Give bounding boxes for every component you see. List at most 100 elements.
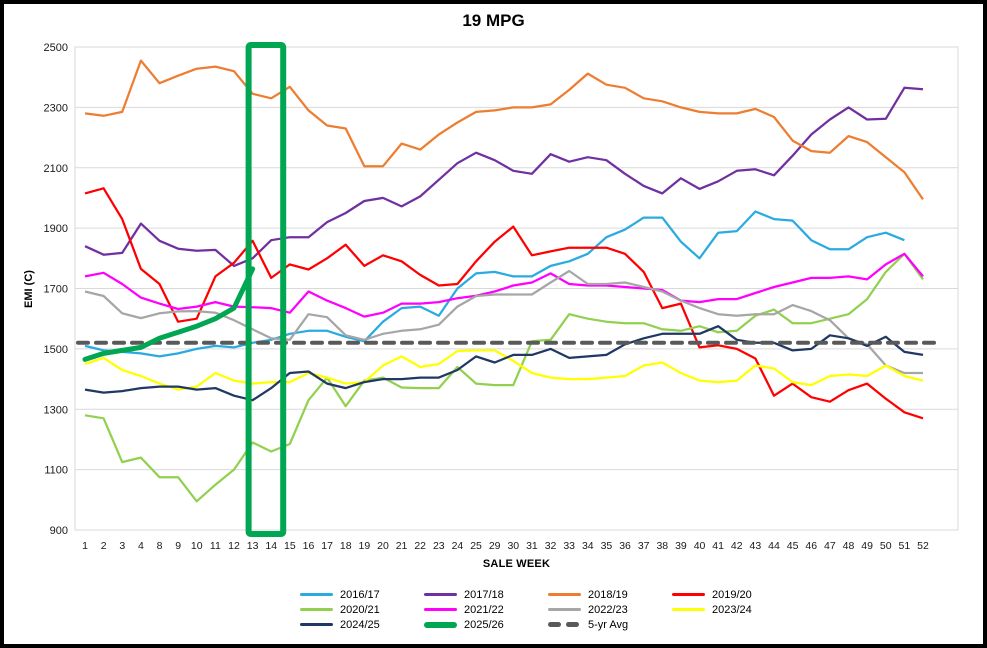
legend-item-2023-24: 2023/24 [672,604,796,616]
x-tick-label: 35 [601,540,613,552]
x-tick-label: 15 [284,540,296,552]
series-line-2020-21 [84,252,924,503]
x-tick-label: 49 [861,540,873,552]
legend-swatch-2025-26-icon [424,621,457,628]
x-tick-label: 31 [526,540,538,552]
x-axis-tick-labels: 1 2 3 4 8 9 10 11 12 13 14 15 16 17 18 19 20 21 22 23 24 25 29… [82,540,929,552]
x-tick-label: 14 [265,540,277,552]
series-polyline [84,86,924,268]
series-line-2016-17 [84,210,905,358]
x-tick-label: 24 [452,540,464,552]
x-tick-label: 8 [157,540,163,552]
x-tick-label: 25 [470,540,482,552]
plot-border [74,46,959,531]
series-polyline [84,187,924,420]
legend-item-2019-20: 2019/20 [672,589,796,601]
x-tick-label: 36 [619,540,631,552]
x-tick-label: 13 [247,540,259,552]
legend-label: 2019/20 [712,588,752,601]
series-line-2017-18 [84,86,924,268]
legend-row: 2024/25 2025/26 5-yr Avg [300,617,796,632]
y-axis-title: EMI (C) [23,270,35,308]
y-tick-label: 2300 [44,102,68,114]
x-tick-label: 17 [321,540,333,552]
x-tick-label: 11 [210,540,221,552]
series-polyline [84,252,924,503]
series-polyline [84,269,923,375]
legend-label: 2025/26 [464,618,504,631]
legend-label: 5-yr Avg [588,618,629,631]
legend-swatch-2016-17-icon [300,593,333,596]
series-line-2019-20 [84,187,924,420]
legend-item-2017-18: 2017/18 [424,589,548,601]
x-tick-label: 30 [507,540,519,552]
series-line-2021-22 [84,252,924,318]
x-tick-label: 37 [638,540,650,552]
legend-swatch-2024-25-icon [300,623,333,626]
x-tick-label: 52 [917,540,929,552]
legend-swatch-2020-21-icon [300,608,333,611]
legend: 2016/17 2017/18 2018/19 2019/20 2020/21 2021/… [300,587,796,632]
x-tick-label: 18 [340,540,352,552]
series-polyline [84,349,924,391]
x-tick-label: 16 [303,540,315,552]
y-axis-tick-labels: 900 1100 1300 1500 1700 1900 2100 2300 2500 [44,42,68,537]
x-tick-label: 34 [582,540,594,552]
legend-item-5-yr-Avg: 5-yr Avg [548,619,672,631]
highlight-box [245,42,287,537]
x-tick-label: 41 [712,540,724,552]
series-polyline [84,325,924,402]
series-polyline [84,252,924,318]
legend-swatch-2017-18-icon [424,593,457,596]
series-line-2022-23 [84,269,923,375]
series-line-2024-25 [84,325,924,402]
x-tick-label: 51 [899,540,911,552]
y-tick-label: 1300 [44,404,68,416]
x-tick-label: 44 [768,540,780,552]
x-tick-label: 32 [545,540,557,552]
y-tick-label: 1100 [44,465,68,477]
legend-row: 2016/17 2017/18 2018/19 2019/20 [300,587,796,602]
legend-swatch-2019-20-icon [672,593,705,596]
x-tick-label: 20 [377,540,389,552]
legend-item-2021-22: 2021/22 [424,604,548,616]
x-tick-label: 38 [656,540,668,552]
x-tick-label: 29 [489,540,501,552]
x-tick-label: 4 [138,540,144,552]
legend-row: 2020/21 2021/22 2022/23 2023/24 [300,602,796,617]
legend-label: 2024/25 [340,618,380,631]
x-tick-label: 43 [750,540,762,552]
x-tick-label: 46 [805,540,817,552]
y-tick-label: 2500 [44,42,68,54]
legend-label: 2018/19 [588,588,628,601]
y-tick-label: 1700 [44,284,68,296]
y-tick-label: 1900 [44,223,68,235]
x-tick-label: 10 [191,540,203,552]
x-tick-label: 45 [787,540,799,552]
gridlines [74,46,959,531]
legend-swatch-2022-23-icon [548,608,581,611]
y-tick-label: 900 [50,525,68,537]
y-tick-label: 1500 [44,344,68,356]
x-tick-label: 22 [414,540,426,552]
x-tick-label: 1 [82,540,88,552]
legend-item-2024-25: 2024/25 [300,619,424,631]
x-axis-title: SALE WEEK [482,558,551,570]
legend-label: 2023/24 [712,603,752,616]
x-tick-label: 47 [824,540,836,552]
x-tick-label: 2 [101,540,107,552]
legend-item-2025-26: 2025/26 [424,619,548,631]
series-line-2023-24 [84,349,924,391]
series-polyline [84,59,924,201]
series-line-2025-26 [82,266,256,362]
series-polyline [82,266,256,362]
legend-swatch-2021-22-icon [424,608,457,611]
x-tick-label: 50 [880,540,892,552]
x-tick-label: 3 [119,540,125,552]
x-tick-label: 9 [175,540,181,552]
x-tick-label: 21 [396,540,408,552]
x-tick-label: 23 [433,540,445,552]
x-tick-label: 12 [228,540,240,552]
series-line-2018-19 [84,59,924,201]
